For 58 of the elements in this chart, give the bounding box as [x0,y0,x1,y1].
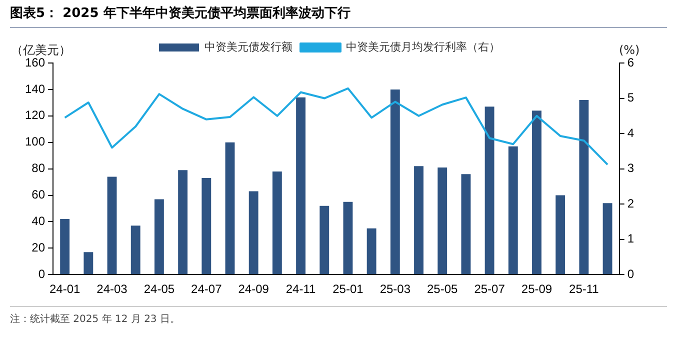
bar [107,176,117,274]
y-tick-label: 120 [24,108,46,122]
bar [248,191,258,274]
bar [343,202,353,274]
x-tick-label: 25-03 [380,282,411,296]
x-tick-label: 24-05 [144,282,175,296]
bar [130,226,140,274]
y-tick-label: 40 [32,214,46,228]
bar [414,166,424,274]
bar [84,252,94,274]
bar [508,146,518,274]
y2-tick-label: 2 [627,196,634,210]
y2-axis-title: (%) [618,43,640,58]
text: 注：统计截至 2025 年 12 月 23 日。 [10,312,181,326]
y-tick-label: 100 [24,134,46,149]
bar [296,97,306,274]
y-tick-label: 0 [38,266,46,281]
bar [178,170,188,274]
y2-tick-label: 6 [627,55,634,70]
bar [390,89,400,274]
bar [272,171,282,274]
y2-tick-label: 3 [627,161,634,176]
y-tick-label: 160 [24,55,46,70]
bar [532,110,542,274]
y-tick-label: 20 [32,240,46,254]
x-tick-label: 25-11 [569,282,600,296]
x-tick-label: 25-07 [474,282,506,296]
y-axis-title: （亿美元） [11,43,72,58]
x-tick-label: 24-03 [96,282,128,296]
bar [60,219,70,274]
bar [438,167,448,274]
x-tick-label: 24-07 [191,282,222,296]
x-tick-label: 25-09 [521,282,552,296]
chart-title: 图表5： 2025 年下半年中资美元债平均票面利率波动下行 [10,4,667,28]
y-tick-label: 140 [24,82,46,96]
x-tick-label: 25-05 [427,282,458,296]
bar [602,203,612,274]
y2-tick-label: 0 [627,266,634,281]
bar [320,206,330,274]
bar [556,195,566,274]
bar [461,174,471,274]
bar [579,100,589,274]
y2-tick-label: 5 [627,90,634,105]
legend-label: 中资美元债月均发行利率（右） [346,40,500,54]
x-tick-label: 24-01 [49,282,80,296]
x-tick-label: 24-09 [238,282,270,296]
bar [366,228,376,274]
y-tick-label: 80 [32,161,46,176]
y2-tick-label: 1 [627,232,634,246]
legend-label: 中资美元债发行额 [204,40,292,54]
x-tick-label: 24-11 [286,282,316,296]
y-tick-label: 60 [32,188,46,202]
bar [225,142,235,274]
x-tick-label: 25-01 [332,282,364,296]
bar [154,199,164,274]
bar [202,178,212,274]
y2-tick-label: 4 [627,126,634,140]
bar [484,106,494,274]
